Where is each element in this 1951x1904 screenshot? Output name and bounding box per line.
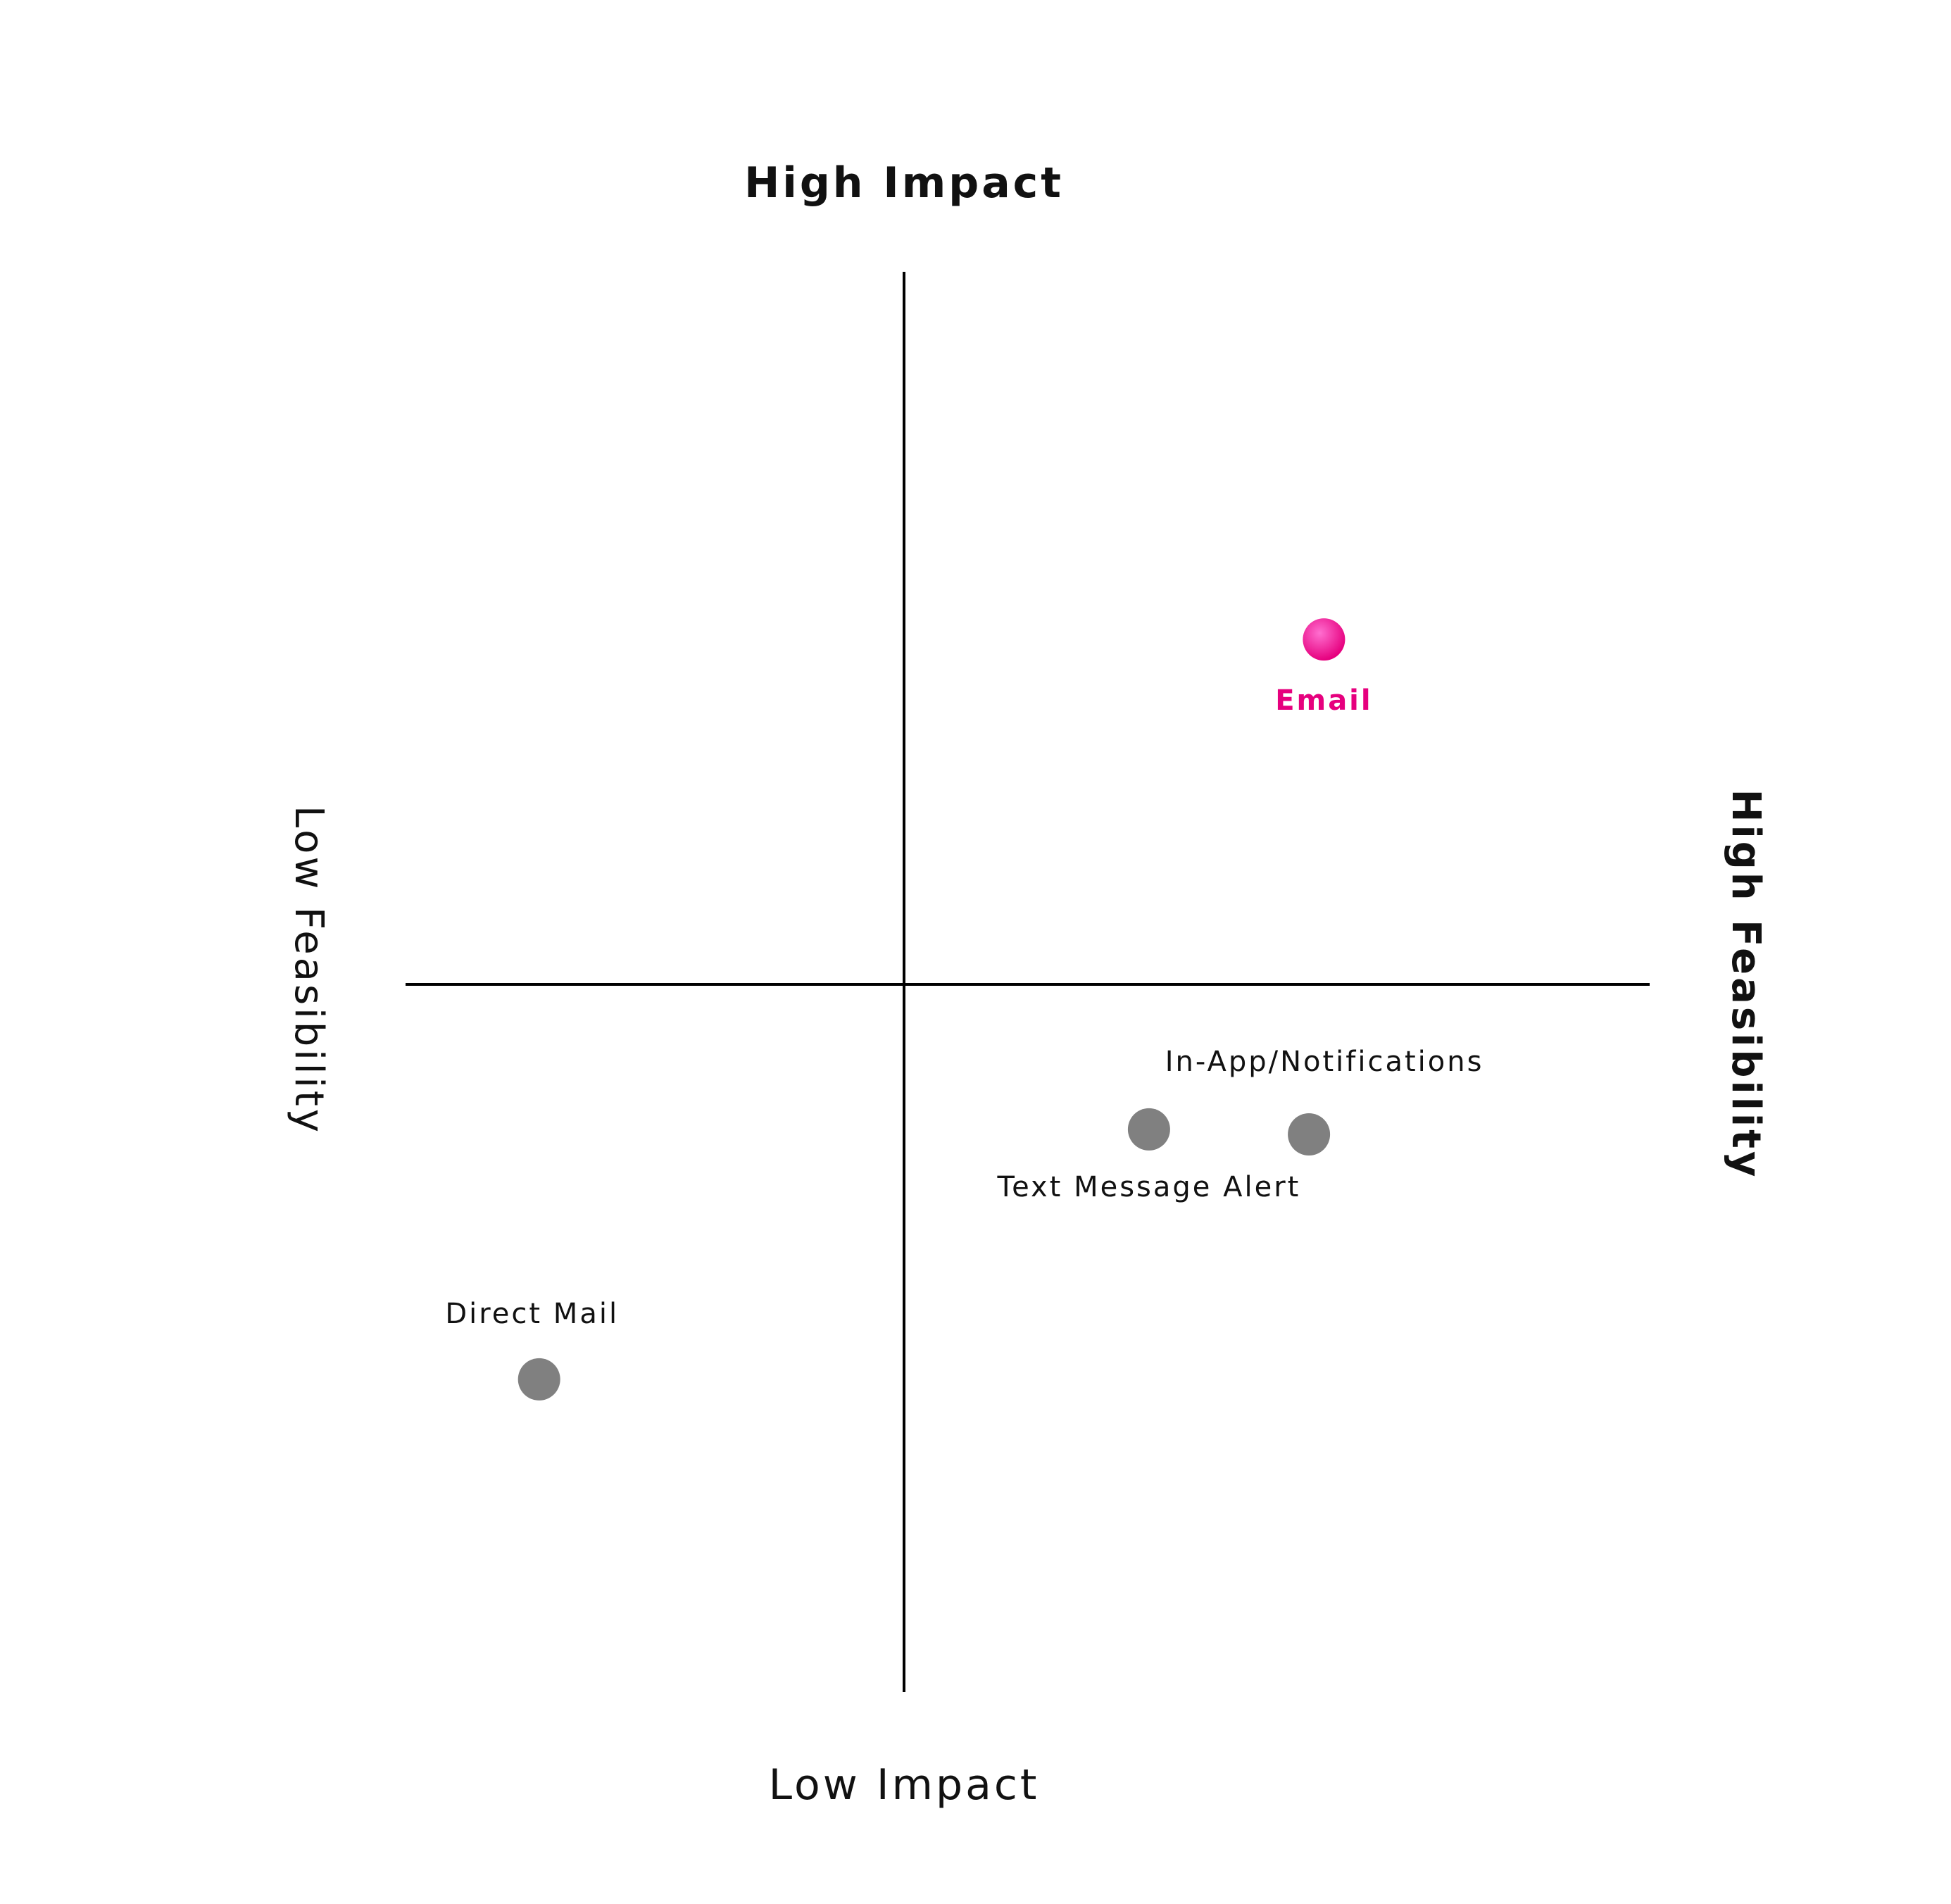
- point-label-direct-mail: Direct Mail: [445, 1298, 619, 1330]
- point-text-message-alert: [1127, 1108, 1170, 1151]
- point-label-email: Email: [1275, 684, 1372, 717]
- point-label-text-message-alert: Text Message Alert: [996, 1171, 1300, 1203]
- top-axis-label: High Impact: [744, 158, 1064, 208]
- point-direct-mail: [517, 1358, 560, 1401]
- left-axis-label: Low Feasibility: [286, 806, 332, 1135]
- data-points: Email In-App/Notifications Text Message Al…: [445, 618, 1484, 1401]
- point-in-app-notifications: [1288, 1113, 1331, 1155]
- bottom-axis-label: Low Impact: [769, 1760, 1040, 1810]
- right-axis-label: High Feasibility: [1723, 789, 1769, 1180]
- point-label-in-app-notifications: In-App/Notifications: [1165, 1046, 1484, 1078]
- point-email: [1303, 618, 1345, 661]
